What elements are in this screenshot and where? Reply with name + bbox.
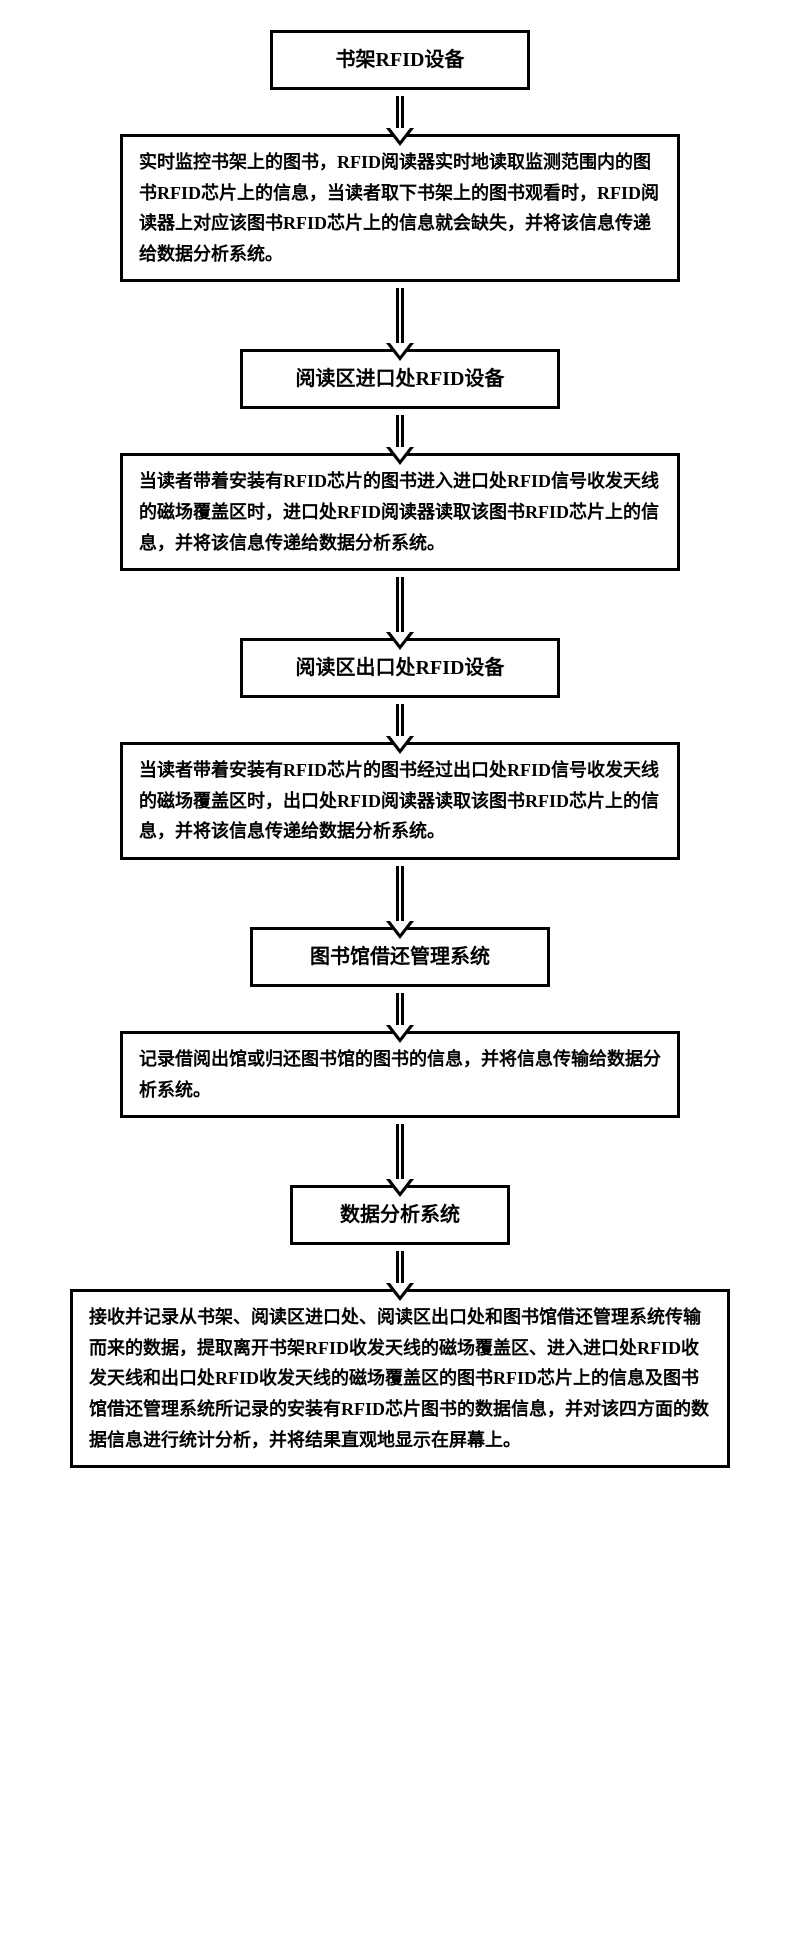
node-text: 接收并记录从书架、阅读区进口处、阅读区出口处和图书馆借还管理系统传输而来的数据，…	[89, 1307, 709, 1449]
flow-arrow	[386, 1124, 414, 1179]
flow-arrow	[386, 288, 414, 343]
arrow-shaft	[396, 1124, 404, 1179]
flow-arrow	[386, 1251, 414, 1283]
node-text: 图书馆借还管理系统	[310, 946, 490, 968]
flowchart-container: 书架RFID设备实时监控书架上的图书，RFID阅读器实时地读取监测范围内的图书R…	[0, 30, 800, 1468]
arrow-shaft	[396, 993, 404, 1025]
arrow-shaft	[396, 96, 404, 128]
node-text: 当读者带着安装有RFID芯片的图书进入进口处RFID信号收发天线的磁场覆盖区时，…	[139, 471, 659, 552]
arrow-shaft	[396, 704, 404, 736]
flow-arrow	[386, 866, 414, 921]
node-text: 阅读区出口处RFID设备	[296, 657, 505, 679]
flow-arrow	[386, 993, 414, 1025]
arrow-shaft	[396, 1251, 404, 1283]
flow-arrow	[386, 96, 414, 128]
node-text: 阅读区进口处RFID设备	[296, 368, 505, 390]
flow-arrow	[386, 415, 414, 447]
node-text: 当读者带着安装有RFID芯片的图书经过出口处RFID信号收发天线的磁场覆盖区时，…	[139, 760, 659, 841]
node-text: 书架RFID设备	[336, 49, 465, 71]
flow-desc-node: 记录借阅出馆或归还图书馆的图书的信息，并将信息传输给数据分析系统。	[120, 1031, 680, 1118]
arrow-shaft	[396, 288, 404, 343]
flow-desc-node: 接收并记录从书架、阅读区进口处、阅读区出口处和图书馆借还管理系统传输而来的数据，…	[70, 1289, 730, 1468]
arrow-shaft	[396, 577, 404, 632]
flow-arrow	[386, 704, 414, 736]
node-text: 实时监控书架上的图书，RFID阅读器实时地读取监测范围内的图书RFID芯片上的信…	[139, 152, 659, 264]
flow-desc-node: 当读者带着安装有RFID芯片的图书经过出口处RFID信号收发天线的磁场覆盖区时，…	[120, 742, 680, 860]
flow-title-node: 书架RFID设备	[270, 30, 530, 90]
flow-arrow	[386, 577, 414, 632]
arrow-shaft	[396, 415, 404, 447]
node-text: 数据分析系统	[340, 1204, 460, 1226]
node-text: 记录借阅出馆或归还图书馆的图书的信息，并将信息传输给数据分析系统。	[139, 1049, 661, 1100]
arrow-shaft	[396, 866, 404, 921]
flow-desc-node: 当读者带着安装有RFID芯片的图书进入进口处RFID信号收发天线的磁场覆盖区时，…	[120, 453, 680, 571]
flow-desc-node: 实时监控书架上的图书，RFID阅读器实时地读取监测范围内的图书RFID芯片上的信…	[120, 134, 680, 282]
